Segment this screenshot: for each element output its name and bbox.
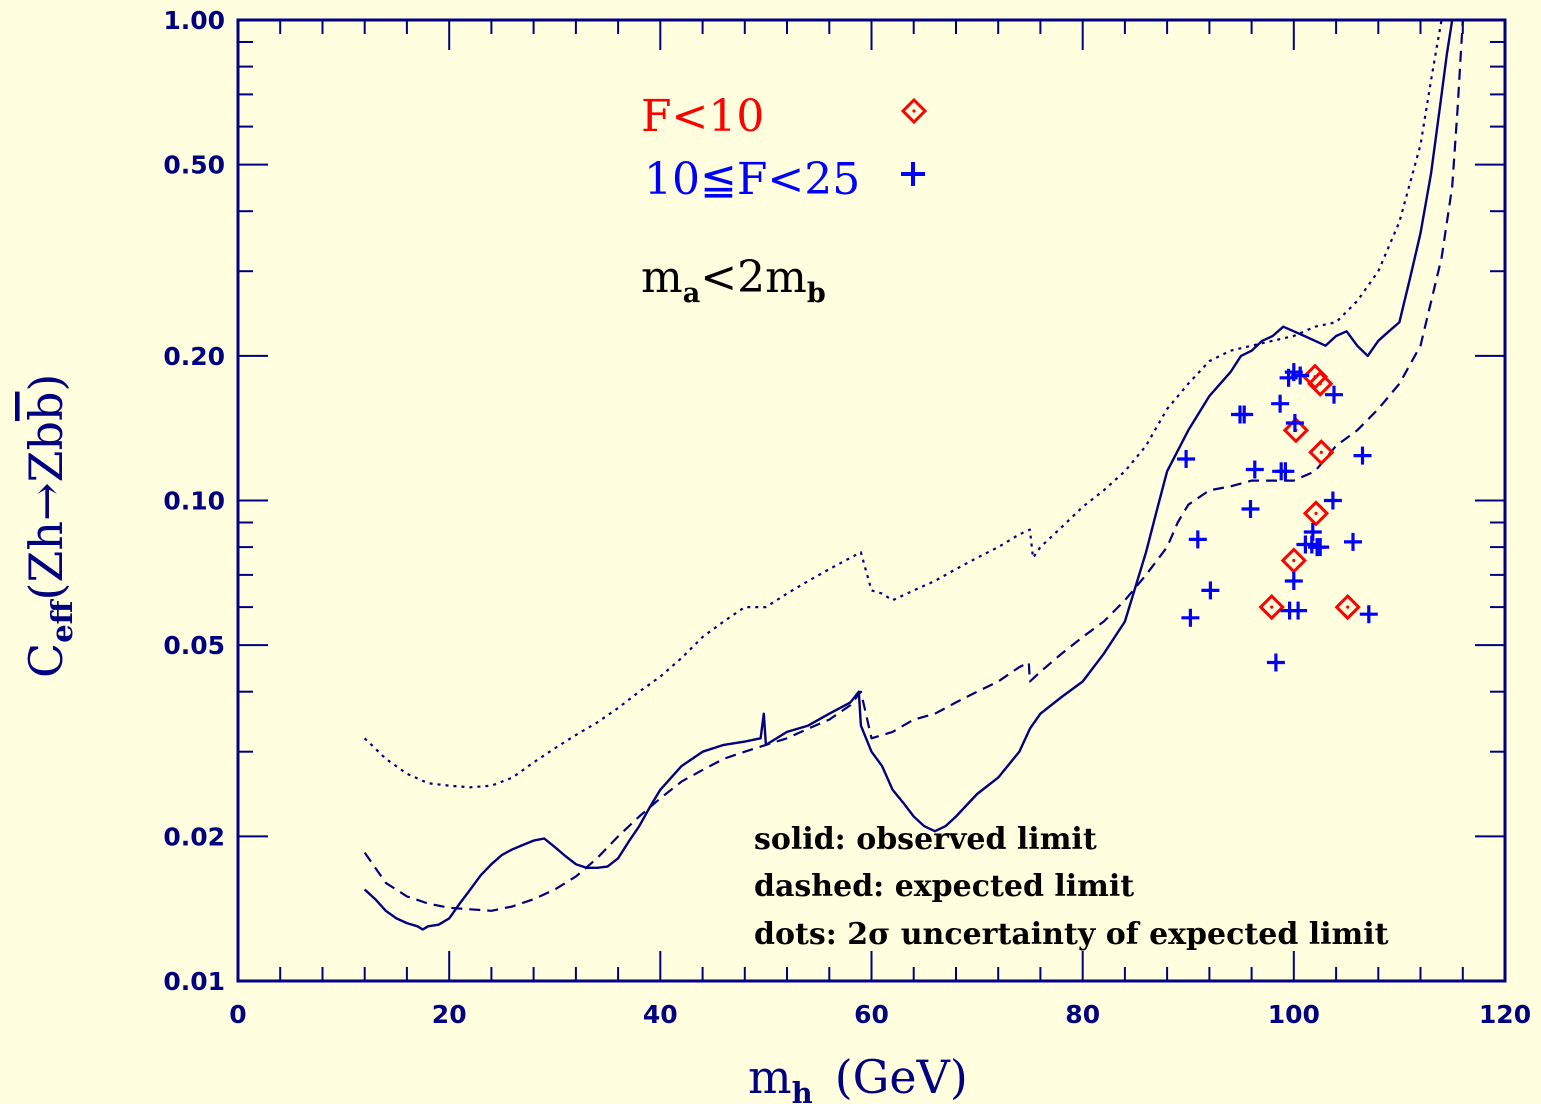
- y-tick-label: 0.50: [163, 151, 225, 180]
- mass-condition: ma<2mb: [641, 252, 826, 309]
- legend-label-f-lt-10: F<10: [641, 91, 764, 142]
- marker-f-10-25: [1311, 538, 1330, 557]
- notes: solid: observed limit dashed: expected l…: [754, 822, 1389, 952]
- marker-f-10-25: [1177, 450, 1196, 468]
- y-tick-label: 0.10: [163, 487, 225, 516]
- x-axis-label-m: m: [748, 1050, 792, 1104]
- x-tick-label: 80: [1065, 1000, 1100, 1029]
- x-axis-label: mh (GeV): [748, 1050, 968, 1104]
- marker-f-10-25: [1201, 581, 1220, 600]
- legend: F<10 10≦F<25 ma<2mb: [641, 91, 928, 309]
- marker-f-lt-10: [1302, 500, 1330, 527]
- marker-f-10-25: [1289, 601, 1308, 620]
- y-axis-label: Ceff(Zh→Zbb): [19, 374, 79, 678]
- marker-f-10-25: [1266, 653, 1285, 672]
- legend-label-f-10-25: 10≦F<25: [644, 154, 860, 205]
- mass-condition-m2: m: [765, 252, 807, 303]
- x-tick-label: 0: [229, 1000, 246, 1029]
- x-tick-label: 120: [1479, 1000, 1531, 1029]
- note-dots: dots: 2σ uncertainty of expected limit: [754, 917, 1389, 952]
- y-axis-label-sub: eff: [45, 598, 79, 642]
- y-tick-label: 0.02: [163, 822, 225, 851]
- marker-f-10-25: [1323, 491, 1342, 510]
- marker-f-10-25: [1276, 462, 1295, 481]
- marker-f-lt-10: [1308, 439, 1335, 466]
- x-axis-label-sub: h: [792, 1076, 813, 1104]
- marker-f-10-25: [1241, 500, 1260, 518]
- data-markers: [1177, 363, 1378, 672]
- x-tick-label: 60: [854, 1000, 889, 1029]
- legend-marker-f-10-25: [901, 162, 925, 186]
- y-tick-label: 0.05: [163, 631, 225, 660]
- y-axis-label-text: Zh→Zb: [19, 421, 73, 583]
- marker-f-10-25: [1181, 608, 1200, 627]
- plot-frame: [236, 18, 1507, 983]
- y-axis-label-open: (: [19, 583, 73, 601]
- limit-curves: [363, 19, 1464, 931]
- legend-marker-f-lt-10: [900, 97, 928, 125]
- y-tick-label: 1.00: [163, 6, 225, 35]
- marker-f-lt-10: [1334, 593, 1361, 621]
- marker-f-10-25: [1353, 446, 1372, 465]
- mass-condition-sub-b: b: [807, 278, 826, 309]
- y-tick-label: 0.01: [163, 967, 225, 996]
- y-tick-label: 0.20: [163, 342, 225, 371]
- marker-f-10-25: [1285, 414, 1304, 432]
- mass-condition-m: m: [641, 252, 683, 303]
- curve-solid: [363, 19, 1454, 931]
- y-axis-label-close: ): [19, 374, 73, 392]
- mass-condition-lt2: <2: [700, 252, 765, 303]
- x-tick-label: 20: [432, 1000, 467, 1029]
- marker-f-10-25: [1344, 532, 1362, 551]
- marker-f-lt-10: [1307, 370, 1334, 397]
- svg-text:Ceff(Zh→Zbb): Ceff(Zh→Zbb): [19, 374, 79, 678]
- marker-f-lt-10: [1280, 547, 1307, 574]
- marker-f-10-25: [1291, 366, 1310, 385]
- axis-ticks: [237, 19, 1506, 982]
- curve-dotted: [363, 19, 1443, 789]
- marker-f-10-25: [1325, 385, 1343, 404]
- marker-f-10-25: [1271, 394, 1290, 413]
- marker-f-10-25: [1303, 523, 1322, 541]
- x-tick-label: 100: [1268, 1000, 1320, 1029]
- marker-f-lt-10: [1258, 593, 1285, 621]
- marker-f-10-25: [1188, 530, 1207, 549]
- marker-f-10-25: [1284, 572, 1303, 590]
- x-tick-label: 40: [643, 1000, 678, 1029]
- note-dashed: dashed: expected limit: [754, 869, 1134, 904]
- tick-labels: 0 20 40 60 80 100 120 0.01 0.02 0.05 0.10 0.20 0.50 1…: [163, 6, 1531, 1029]
- marker-f-10-25: [1359, 605, 1378, 624]
- mass-condition-sub-a: a: [683, 278, 701, 309]
- y-axis-label-bbar: b: [19, 392, 73, 421]
- marker-f-10-25: [1235, 405, 1254, 424]
- note-solid: solid: observed limit: [754, 822, 1097, 857]
- marker-f-10-25: [1245, 460, 1264, 479]
- x-axis-label-unit: (GeV): [835, 1050, 968, 1104]
- y-axis-label-c: C: [19, 643, 73, 678]
- curve-dashed: [363, 19, 1464, 912]
